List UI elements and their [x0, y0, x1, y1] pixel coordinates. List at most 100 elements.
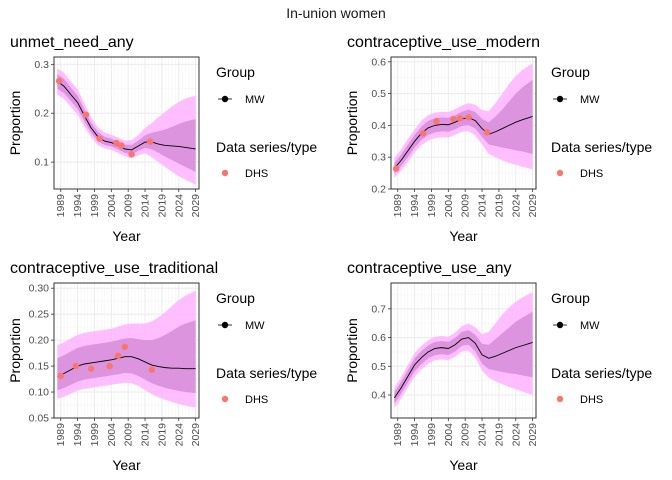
dhs-data-point — [465, 114, 472, 121]
legend: Group MW Data series/type DHS — [551, 64, 652, 180]
x-tick-label: 2019 — [156, 194, 168, 218]
y-tick-label: 0.2 — [371, 184, 386, 196]
x-tick-label: 2019 — [493, 423, 505, 447]
dhs-data-point — [483, 129, 491, 136]
x-tick-label: 2029 — [190, 194, 202, 218]
x-tick-label: 2004 — [106, 423, 118, 447]
legend-group-label: MW — [580, 320, 600, 332]
legend-group-label: MW — [245, 320, 265, 332]
y-tick-label: 0.7 — [371, 303, 386, 315]
x-tick-label: 2024 — [510, 194, 522, 218]
y-tick-label: 0.2 — [34, 108, 49, 120]
panel-title: contraceptive_use_traditional — [10, 260, 218, 277]
dhs-data-point — [148, 366, 155, 373]
legend-dhs-dot — [556, 169, 564, 177]
dhs-data-point — [82, 111, 90, 118]
x-tick-label: 2024 — [173, 423, 185, 447]
dhs-data-point — [128, 151, 135, 158]
x-tick-label: 2014 — [140, 194, 152, 218]
legend-group-title: Group — [551, 290, 590, 306]
legend-dhs-dot — [556, 395, 564, 403]
panel-1: 0.2 0.3 0.4 0.5 0.6 1989 1994 1999 2004 2009 2014 2… — [344, 34, 652, 244]
dhs-data-point — [55, 77, 63, 85]
dhs-data-point — [57, 372, 64, 380]
y-tick-label: 0.4 — [371, 120, 386, 132]
x-tick-label: 1989 — [392, 194, 404, 218]
panel-border — [390, 56, 537, 190]
y-axis-label: Proportion — [344, 91, 360, 156]
inner-uncertainty-band — [57, 74, 196, 172]
legend-series-label: DHS — [245, 394, 268, 406]
y-axis-label: Proportion — [7, 91, 23, 156]
y-tick-label: 0.20 — [29, 335, 50, 347]
x-tick-label: 1994 — [409, 423, 421, 447]
legend-series-title: Data series/type — [216, 139, 317, 155]
y-axis-label: Proportion — [7, 318, 23, 383]
y-tick-label: 0.3 — [34, 59, 49, 71]
x-tick-label: 2009 — [123, 194, 135, 218]
y-tick-label: 0.30 — [29, 283, 50, 295]
panel-title: unmet_need_any — [10, 34, 134, 51]
dhs-data-point — [419, 130, 427, 137]
y-axis-label: Proportion — [344, 318, 360, 383]
legend-series-label: DHS — [245, 168, 268, 180]
figure-title: In-union women — [286, 5, 386, 21]
x-tick-label: 2029 — [527, 194, 539, 218]
median-line — [57, 356, 196, 377]
x-tick-label: 1989 — [392, 423, 404, 447]
dhs-data-point — [87, 365, 95, 372]
legend-series-title: Data series/type — [551, 365, 652, 381]
legend-series-label: DHS — [580, 168, 603, 180]
x-axis-label: Year — [112, 228, 141, 244]
median-line — [57, 81, 196, 151]
x-tick-label: 2009 — [460, 423, 472, 447]
x-axis-label: Year — [449, 457, 478, 473]
x-tick-label: 1994 — [72, 194, 84, 218]
outer-uncertainty-band — [57, 68, 196, 185]
legend-group-label: MW — [580, 94, 600, 106]
y-tick-label: 0.5 — [371, 88, 386, 100]
legend-series-label: DHS — [580, 394, 603, 406]
x-tick-label: 1989 — [55, 194, 67, 218]
panel-0: 0.1 0.2 0.3 1989 1994 1999 2004 2009 2014 2019 202… — [7, 34, 317, 244]
dhs-data-point — [96, 135, 103, 142]
x-tick-label: 2029 — [190, 423, 202, 447]
x-tick-label: 2004 — [443, 423, 455, 447]
legend-dhs-dot — [221, 169, 229, 177]
x-tick-label: 1999 — [426, 423, 438, 447]
legend: Group MW Data series/type DHS — [551, 290, 652, 406]
panel-title: contraceptive_use_modern — [347, 34, 540, 51]
y-tick-label: 0.15 — [29, 361, 50, 373]
y-tick-label: 0.25 — [29, 309, 50, 321]
legend-series-title: Data series/type — [551, 139, 652, 155]
x-axis-label: Year — [112, 457, 141, 473]
x-tick-label: 1999 — [426, 194, 438, 218]
dhs-data-point — [114, 352, 122, 359]
dhs-data-point — [392, 165, 400, 172]
x-tick-label: 1994 — [72, 423, 84, 447]
y-tick-label: 0.05 — [29, 413, 50, 425]
panel-title: contraceptive_use_any — [347, 260, 512, 277]
dhs-data-point — [118, 142, 125, 149]
x-tick-label: 2024 — [173, 194, 185, 218]
dhs-data-point — [456, 115, 464, 122]
legend-group-label: MW — [245, 94, 265, 106]
panel-2: 0.05 0.10 0.15 0.20 0.25 0.30 1989 1994 1999 2004… — [7, 260, 317, 473]
legend-series-title: Data series/type — [216, 365, 317, 381]
outer-uncertainty-band — [394, 292, 533, 408]
x-tick-label: 1999 — [89, 194, 101, 218]
x-tick-label: 1994 — [409, 194, 421, 218]
dhs-data-point — [113, 139, 120, 147]
x-tick-label: 2024 — [510, 423, 522, 447]
x-tick-label: 2009 — [460, 194, 472, 218]
legend-dhs-dot — [221, 395, 229, 403]
y-tick-label: 0.5 — [371, 361, 386, 373]
legend: Group MW Data series/type DHS — [216, 290, 317, 406]
dhs-data-point — [72, 362, 80, 370]
dhs-data-point — [106, 362, 113, 370]
dhs-data-point — [433, 118, 440, 125]
median-line — [393, 337, 533, 399]
x-tick-label: 2014 — [477, 194, 489, 218]
panel-border — [53, 282, 200, 419]
